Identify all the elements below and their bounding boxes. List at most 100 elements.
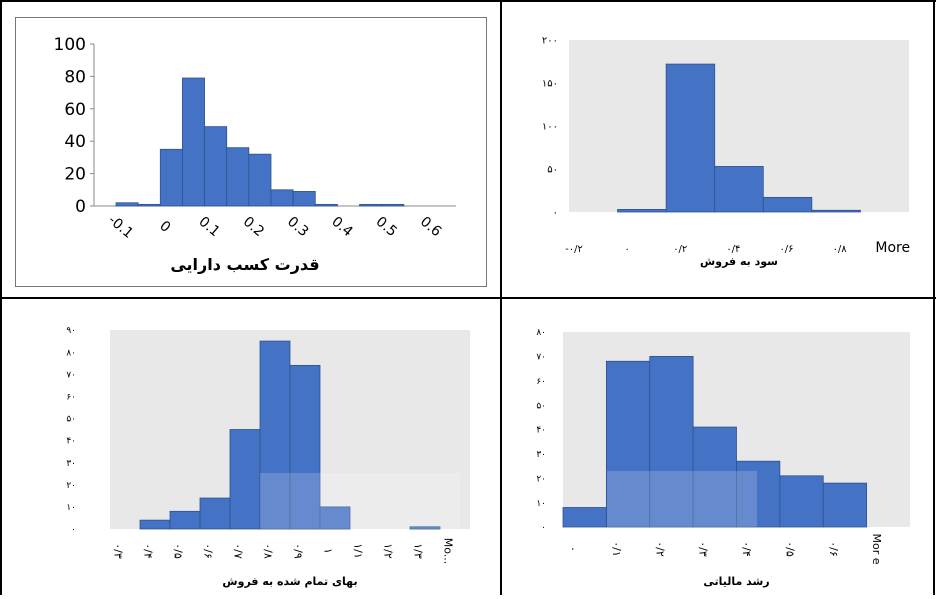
x-axis-title: سود به فروش [700,255,778,268]
histogram-chart: ۰ ۵۰ ۱۰۰ ۱۵۰ ۲۰۰ -۰/۲ ۰ ۰/۲ ۰/۴ ۰/۶ ۰/۸ More سود به … [542,36,910,269]
histogram-bar [665,63,716,213]
y-tick-label: 100 [54,35,86,55]
x-tick-label: ۰/۹ [292,543,305,559]
x-tick-label: ۱/۲ [382,543,395,559]
x-tick-label: -0.1 [105,212,136,242]
x-tick-label: 0.5 [373,214,400,241]
x-tick-label: ۰/۸ [262,543,275,559]
x-tick-label: 0.1 [195,214,222,241]
histogram-bar [822,482,868,528]
y-tick-label: ۲۰ [66,481,76,491]
x-tick-label: ۰/۸ [833,244,848,255]
y-tick-label: ۱۰۰ [542,122,558,133]
histogram-bar [159,148,183,207]
x-tick-label: ۰/۳ [697,541,710,557]
histogram-bar [139,519,171,530]
x-tick-label: ۰ [567,546,580,552]
y-tick-label: ۹۰ [66,326,76,336]
x-tick-label: 0.4 [328,214,355,241]
histogram-bar [270,189,294,207]
x-tick-label: ۱ [322,548,335,554]
y-tick-label: 40 [64,132,86,152]
x-tick-label: 0.3 [284,214,311,241]
table-divider-horizontal [0,297,936,299]
histogram-chart: ۰ ۱۰ ۲۰ ۳۰ ۴۰ ۵۰ ۶۰ ۷۰ ۸۰ ۰ ۰/۱ ۰/۲ ۰/۳ ۰/۴ ۰/۵ ۰/۶ Mor … [536,328,910,588]
x-tick-label: ۰/۴ [142,543,155,559]
histogram-bar [289,364,321,530]
x-axis-title: رشد مالیاتی [703,575,769,588]
x-tick-label: Mo... [442,538,455,565]
x-tick-label: ۰/۶ [779,244,793,255]
x-tick-label: ۰ [624,244,629,255]
x-tick-label: ۱/۳ [412,543,425,559]
x-tick-label: ۱/۱ [352,543,365,559]
x-axis-title: بهای تمام شده به فروش [222,575,357,588]
histogram-panel-asset-earning-power: 0 20 40 60 80 100 -0.1 0 0.1 0.2 0.3 0.4 0.5 0.6 قدرت … [15,17,487,287]
histogram-bar [204,126,228,207]
histogram-bar [359,203,383,207]
y-tick-label: ۷۰ [536,353,546,363]
histogram-bar [736,460,781,528]
y-tick-label: 80 [64,67,86,87]
histogram-bar [319,506,351,530]
x-tick-label: ۰/۵ [783,541,796,557]
histogram-bar [779,475,824,528]
y-tick-label: ۱۰ [66,503,76,513]
histogram-bar [714,166,764,213]
y-tick-label: ۲۰ [536,474,546,484]
y-tick-label: ۶۰ [536,377,546,387]
y-tick-label: ۴۰ [66,437,76,447]
x-tick-label: ۰/۶ [202,543,215,559]
y-tick-label: 20 [64,165,86,185]
table-border-top [0,0,936,2]
y-tick-label: ۳۰ [536,450,546,460]
x-tick-label: 0.2 [240,214,267,241]
x-tick-label: ۰/۴ [740,541,753,557]
y-tick-label: ۸۰ [536,328,546,338]
histogram-bar [692,426,737,528]
y-tick-label: ۵۰ [536,401,546,411]
histogram-bar [226,147,250,207]
y-tick-label: 0 [75,197,86,217]
histogram-bar [762,196,813,213]
y-tick-label: ۰ [541,523,546,533]
x-tick-label: ۰/۷ [232,543,245,559]
y-tick-label: ۰ [71,525,76,535]
y-tick-label: ۲۰۰ [542,36,558,47]
y-tick-label: ۸۰ [66,348,76,358]
histogram-bar [229,429,261,530]
histogram-bar [605,360,651,528]
histogram-chart: ۰ ۱۰ ۲۰ ۳۰ ۴۰ ۵۰ ۶۰ ۷۰ ۸۰ ۹۰ ۰/۳ ۰/۴ ۰/۵ ۰/۶ ۰/۷ ۰/۸ ۰/۹… [66,326,470,588]
y-tick-label: ۶۰ [66,392,76,402]
y-tick-label: 60 [64,100,86,120]
x-tick-label: 0 [156,218,173,236]
histogram-bar [381,203,405,207]
y-tick-label: ۰ [553,208,558,219]
x-tick-label: ۰/۳ [112,543,125,559]
x-tick-label: -۰/۲ [565,244,583,255]
histogram-bar [811,209,861,213]
y-tick-label: ۵۰ [547,165,558,176]
x-tick-label: Mor e [870,533,883,564]
watermark-overlay [607,471,757,527]
y-tick-label: ۳۰ [66,459,76,469]
histogram-panel-cost-to-sales: ۰ ۱۰ ۲۰ ۳۰ ۴۰ ۵۰ ۶۰ ۷۰ ۸۰ ۹۰ ۰/۳ ۰/۴ ۰/۵ ۰/۶ ۰/۷ ۰/۸ ۰/۹… [50,312,495,595]
histogram-bar [649,355,694,528]
y-tick-label: ۵۰ [66,415,76,425]
x-tick-label: More [875,240,910,256]
histogram-bar [562,507,607,528]
histogram-chart: 0 20 40 60 80 100 -0.1 0 0.1 0.2 0.3 0.4 0.5 0.6 قدرت … [54,35,456,274]
x-tick-label: ۰/۱ [610,541,623,557]
histogram-bar [314,203,338,207]
histogram-bar [182,77,205,207]
y-tick-label: ۱۰ [536,499,546,509]
histogram-bar [115,202,139,207]
x-tick-label: ۰/۶ [827,541,840,557]
y-tick-label: ۷۰ [66,370,76,380]
x-tick-label: ۰/۲ [673,244,687,255]
x-tick-label: 0.6 [417,214,444,241]
x-axis-title: قدرت کسب دارایی [170,255,319,274]
histogram-bar [259,340,291,530]
y-tick-label: ۱۵۰ [542,79,558,90]
histogram-bar [617,209,667,213]
